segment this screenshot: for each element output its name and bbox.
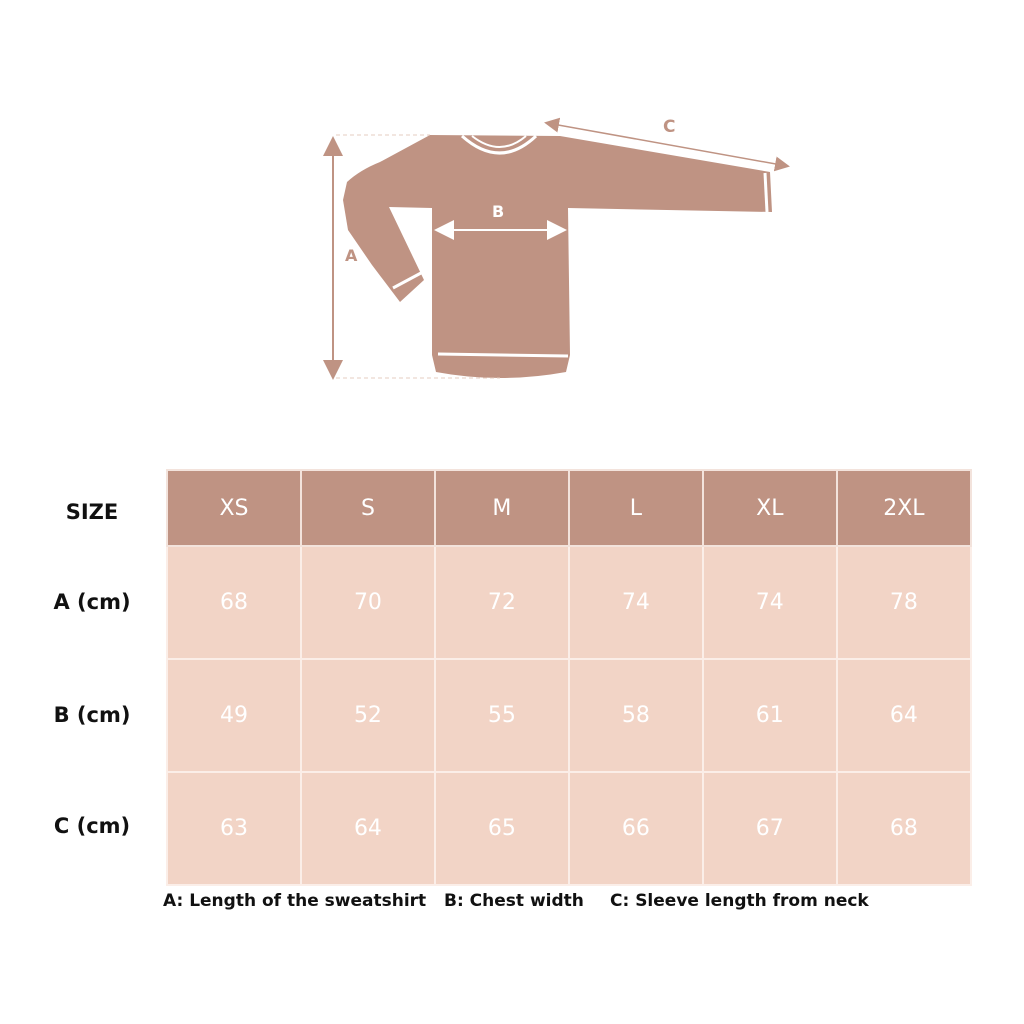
label-b: B bbox=[492, 202, 504, 221]
cell: 67 bbox=[701, 771, 838, 886]
sweatshirt-diagram: A B C bbox=[323, 117, 790, 380]
header-row: XS S M L XL 2XL bbox=[166, 469, 973, 547]
size-table: XS S M L XL 2XL 68 70 72 74 74 78 49 52 … bbox=[166, 469, 973, 886]
legend-c: C: Sleeve length from neck bbox=[610, 891, 869, 911]
cell: 58 bbox=[567, 658, 704, 773]
cell: 64 bbox=[835, 658, 973, 773]
size-label: SIZE bbox=[65, 500, 119, 524]
cell: 66 bbox=[567, 771, 704, 886]
row-label-b: B (cm) bbox=[53, 703, 131, 727]
cell: 55 bbox=[433, 658, 570, 773]
table-row: 49 52 55 58 61 64 bbox=[166, 658, 973, 773]
cell: 49 bbox=[166, 658, 302, 773]
size-header: M bbox=[433, 469, 570, 547]
cell: 68 bbox=[835, 771, 973, 886]
dimension-c-line bbox=[544, 117, 790, 172]
label-a: A bbox=[345, 246, 358, 265]
size-header: XL bbox=[701, 469, 838, 547]
cell: 63 bbox=[166, 771, 302, 886]
cell: 61 bbox=[701, 658, 838, 773]
cell: 64 bbox=[299, 771, 436, 886]
size-header: 2XL bbox=[835, 469, 973, 547]
cell: 78 bbox=[835, 545, 973, 660]
cell: 74 bbox=[567, 545, 704, 660]
table-row: 63 64 65 66 67 68 bbox=[166, 771, 973, 886]
legend-a: A: Length of the sweatshirt bbox=[163, 891, 427, 911]
table-row: 68 70 72 74 74 78 bbox=[166, 545, 973, 660]
size-header: L bbox=[567, 469, 704, 547]
row-label-c: C (cm) bbox=[53, 814, 131, 838]
size-header: S bbox=[299, 469, 436, 547]
cell: 72 bbox=[433, 545, 570, 660]
cell: 74 bbox=[701, 545, 838, 660]
sweatshirt-shape bbox=[343, 135, 772, 378]
cell: 52 bbox=[299, 658, 436, 773]
legend-b: B: Chest width bbox=[444, 891, 584, 911]
cell: 65 bbox=[433, 771, 570, 886]
cell: 70 bbox=[299, 545, 436, 660]
size-header: XS bbox=[166, 469, 302, 547]
row-label-a: A (cm) bbox=[53, 590, 131, 614]
cell: 68 bbox=[166, 545, 302, 660]
label-c: C bbox=[663, 117, 675, 137]
